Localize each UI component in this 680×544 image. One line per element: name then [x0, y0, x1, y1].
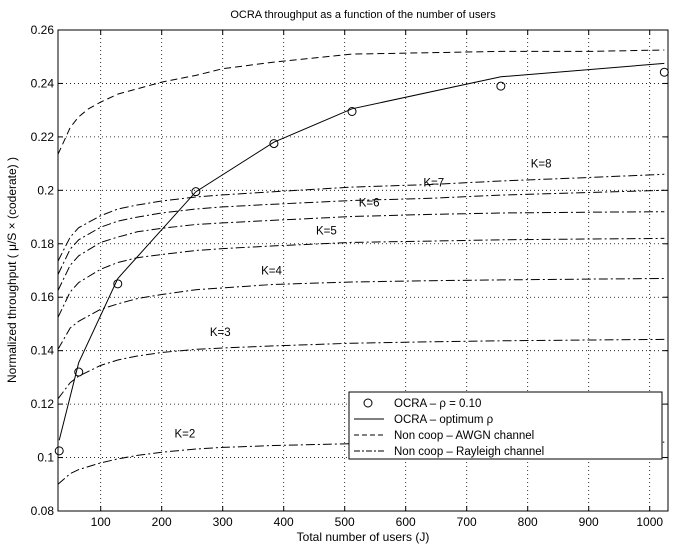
series-line-dashdot — [57, 173, 665, 262]
series-line-dashdot — [57, 189, 665, 275]
plot-frame — [57, 29, 669, 512]
k-annotation: K=8 — [531, 159, 552, 171]
k-annotation: K=4 — [261, 266, 282, 278]
ticks: 100 200 300 400 500 600 700 800 900 1000 0.08 0.1 0.… — [31, 23, 668, 529]
y-tick-label: 0.22 — [31, 130, 55, 144]
legend-label: OCRA – ρ = 0.10 — [394, 398, 481, 410]
x-axis-label: Total number of users (J) — [297, 530, 430, 544]
x-tick-label: 1000 — [636, 515, 663, 529]
x-tick-label: 200 — [152, 515, 172, 529]
legend-label: Non coop – AWGN channel — [394, 430, 534, 442]
data-point-marker — [54, 446, 64, 456]
series-line-solid — [58, 62, 665, 441]
x-tick-label: 600 — [396, 515, 416, 529]
x-tick-label: 500 — [335, 515, 355, 529]
data-point-marker — [191, 187, 201, 197]
y-tick-label: 0.08 — [31, 504, 55, 518]
series-line-dashdot — [57, 278, 665, 350]
annotations: K=2 K=3 K=4 K=5 K=6 K=7 K=8 — [174, 159, 551, 441]
x-tick-label: 900 — [579, 515, 599, 529]
x-tick-label: 400 — [274, 515, 294, 529]
legend-label: OCRA – optimum ρ — [394, 414, 494, 426]
y-tick-label: 0.24 — [31, 76, 55, 90]
x-tick-label: 100 — [91, 515, 111, 529]
chart-title: OCRA throughput as a function of the num… — [230, 9, 496, 21]
series-layer — [54, 49, 669, 485]
legend-swatch-marker — [363, 398, 373, 408]
series-line-dashdot — [57, 237, 665, 318]
y-tick-label: 0.18 — [31, 237, 55, 251]
k-annotation: K=7 — [423, 177, 444, 189]
series-line-dashed — [57, 49, 665, 155]
legend-label: Non coop – Rayleigh channel — [394, 446, 544, 458]
legend: OCRA – ρ = 0.10 OCRA – optimum ρ Non coop … — [348, 391, 663, 460]
k-annotation: K=5 — [316, 225, 337, 237]
x-tick-label: 300 — [213, 515, 233, 529]
y-tick-label: 0.2 — [37, 183, 54, 197]
y-tick-label: 0.26 — [31, 23, 55, 37]
k-annotation: K=6 — [359, 197, 380, 209]
y-tick-label: 0.16 — [31, 290, 55, 304]
y-axis-label: Normalized throughput ( μ/S × (coderate)… — [5, 157, 19, 383]
series-line-dashdot — [57, 338, 665, 400]
x-tick-label: 700 — [457, 515, 477, 529]
legend-box — [348, 391, 663, 460]
data-point-marker — [347, 107, 357, 117]
data-point-marker — [74, 367, 84, 377]
data-point-marker — [269, 139, 279, 149]
y-tick-label: 0.14 — [31, 344, 55, 358]
y-tick-label: 0.12 — [31, 397, 55, 411]
series-line-dashdot — [57, 211, 665, 291]
y-tick-label: 0.1 — [37, 451, 54, 465]
k-annotation: K=3 — [210, 327, 231, 339]
data-point-marker — [496, 81, 506, 91]
k-annotation: K=2 — [174, 429, 195, 441]
data-point-marker — [113, 279, 123, 289]
x-tick-label: 800 — [518, 515, 538, 529]
